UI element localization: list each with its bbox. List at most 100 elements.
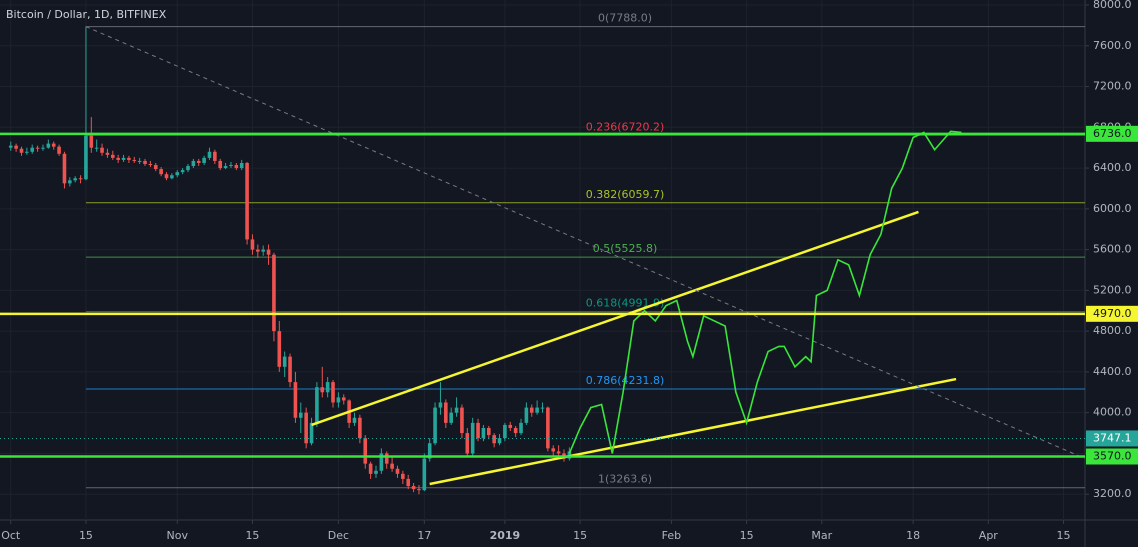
candle-body bbox=[438, 402, 443, 408]
candle-body bbox=[417, 489, 421, 491]
x-tick-label: 15 bbox=[740, 529, 754, 542]
candle-body bbox=[105, 152, 110, 155]
candle-body bbox=[256, 249, 260, 252]
x-tick-label: 18 bbox=[906, 529, 920, 542]
candle-body bbox=[551, 448, 556, 452]
candle-body bbox=[304, 412, 308, 444]
candle-body bbox=[132, 159, 137, 161]
candle-body bbox=[352, 417, 357, 423]
candle-body bbox=[358, 417, 362, 439]
candle-body bbox=[46, 143, 51, 148]
candle-body bbox=[444, 402, 448, 423]
candle-body bbox=[363, 438, 368, 464]
chart-title: Bitcoin / Dollar, 1D, BITFINEX bbox=[6, 8, 167, 21]
x-tick-label: Apr bbox=[979, 529, 999, 542]
candle-body bbox=[449, 412, 453, 423]
candle-body bbox=[62, 153, 67, 184]
candle-body bbox=[127, 157, 131, 160]
candle-body bbox=[486, 427, 491, 436]
price-label: 3570.0 bbox=[1093, 450, 1132, 463]
candle-body bbox=[331, 382, 335, 403]
y-tick-label: 6000.0 bbox=[1093, 202, 1132, 215]
candle-body bbox=[116, 157, 120, 160]
candle-body bbox=[110, 154, 115, 158]
candle-body bbox=[535, 407, 539, 413]
y-tick-label: 5600.0 bbox=[1093, 243, 1132, 256]
candle-body bbox=[497, 438, 502, 444]
candle-body bbox=[411, 486, 416, 490]
x-tick-label: 15 bbox=[79, 529, 93, 542]
candle-body bbox=[320, 387, 325, 393]
price-label: 3747.1 bbox=[1093, 431, 1132, 444]
candle-body bbox=[540, 407, 545, 409]
candle-body bbox=[368, 463, 373, 474]
candle-body bbox=[460, 407, 464, 434]
candle-body bbox=[137, 160, 142, 162]
price-label: 4970.0 bbox=[1093, 307, 1132, 320]
candle-body bbox=[100, 147, 104, 153]
candle-body bbox=[180, 170, 185, 173]
y-tick-label: 8000.0 bbox=[1093, 0, 1132, 11]
y-tick-label: 4400.0 bbox=[1093, 365, 1132, 378]
candle-body bbox=[315, 387, 319, 423]
price-label-box bbox=[1086, 448, 1138, 465]
candle-body bbox=[454, 407, 459, 413]
y-tick-label: 6400.0 bbox=[1093, 161, 1132, 174]
candle-body bbox=[89, 135, 94, 148]
price-label-box bbox=[1086, 305, 1138, 322]
candle-body bbox=[73, 178, 77, 181]
candle-body bbox=[384, 453, 389, 464]
trendline bbox=[311, 210, 919, 427]
candle-body bbox=[492, 435, 496, 444]
candle-body bbox=[374, 470, 378, 474]
candle-body bbox=[481, 427, 486, 439]
candle-body bbox=[186, 166, 190, 171]
candle-body bbox=[529, 407, 534, 413]
candle-body bbox=[379, 453, 384, 471]
candle-body bbox=[148, 163, 153, 166]
candle-body bbox=[196, 160, 201, 163]
candle-body bbox=[153, 165, 158, 170]
candle-body bbox=[68, 180, 72, 184]
fib-label: 0.5(5525.8) bbox=[593, 242, 658, 255]
candle-body bbox=[8, 145, 13, 148]
candle-body bbox=[35, 147, 40, 149]
y-tick-label: 4800.0 bbox=[1093, 324, 1132, 337]
candle-body bbox=[546, 407, 550, 449]
fib-label: 0.382(6059.7) bbox=[586, 188, 665, 201]
candle-body bbox=[143, 160, 147, 164]
fib-label: 0.236(6720.2) bbox=[586, 120, 665, 133]
candle-body bbox=[202, 157, 206, 163]
candle-body bbox=[170, 175, 174, 179]
candle-body bbox=[395, 468, 400, 474]
candle-body bbox=[293, 382, 298, 418]
candle-body bbox=[218, 160, 223, 169]
y-tick-label: 5200.0 bbox=[1093, 283, 1132, 296]
x-tick-label: 15 bbox=[245, 529, 259, 542]
x-tick-label: Oct bbox=[1, 529, 21, 542]
candle-body bbox=[336, 397, 341, 403]
candle-body bbox=[223, 166, 228, 169]
candle-body bbox=[266, 249, 271, 255]
candle-body bbox=[191, 160, 196, 167]
candle-body bbox=[433, 407, 437, 444]
candle-body bbox=[513, 427, 518, 434]
projection-line bbox=[568, 130, 962, 454]
price-label-box bbox=[1086, 125, 1138, 142]
x-tick-label: 15 bbox=[1057, 529, 1071, 542]
fib-label: 0(7788.0) bbox=[598, 12, 652, 25]
candle-body bbox=[57, 146, 61, 154]
candle-body bbox=[341, 397, 346, 401]
candle-body bbox=[84, 135, 88, 180]
candle-body bbox=[465, 433, 470, 454]
candle-body bbox=[390, 463, 394, 469]
candle-body bbox=[556, 451, 561, 454]
fib-label: 1(3263.6) bbox=[598, 473, 652, 486]
candle-body bbox=[25, 151, 29, 153]
price-label-box bbox=[1086, 430, 1138, 447]
candle-body bbox=[159, 169, 163, 175]
candle-body bbox=[508, 424, 513, 428]
candle-body bbox=[288, 356, 292, 383]
candle-body bbox=[30, 147, 35, 152]
